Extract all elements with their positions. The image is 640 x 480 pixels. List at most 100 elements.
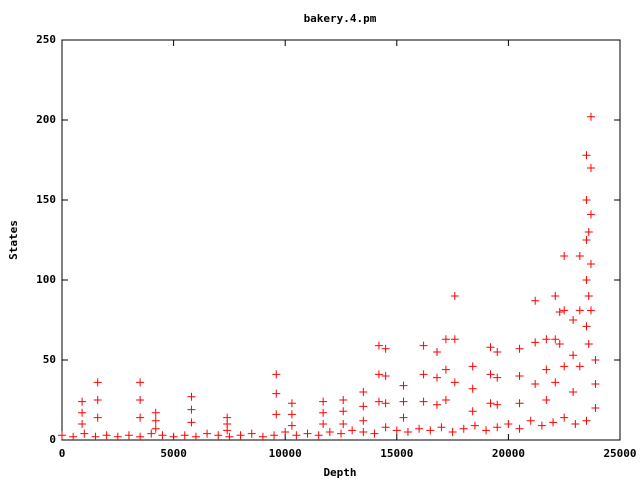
point xyxy=(287,421,296,430)
point xyxy=(551,292,560,300)
point xyxy=(136,378,145,387)
point xyxy=(560,306,569,315)
point xyxy=(560,413,569,422)
point xyxy=(486,399,495,408)
point xyxy=(419,370,428,379)
point xyxy=(470,421,479,430)
plot-frame xyxy=(61,39,621,441)
point xyxy=(319,397,328,406)
point xyxy=(80,429,89,438)
point xyxy=(569,351,578,360)
x-tick-label: 15000 xyxy=(380,447,413,460)
point xyxy=(236,431,245,440)
y-tick-label: 150 xyxy=(36,193,56,206)
point xyxy=(187,405,196,414)
point xyxy=(258,432,267,441)
chart-title: bakery.4.pm xyxy=(304,12,377,25)
point xyxy=(441,365,450,374)
point xyxy=(551,335,560,344)
point xyxy=(399,413,408,422)
point xyxy=(582,322,591,331)
point xyxy=(359,428,368,436)
point xyxy=(515,399,524,408)
point xyxy=(359,416,368,425)
point xyxy=(403,428,412,436)
point xyxy=(468,384,477,393)
point xyxy=(515,372,524,380)
point xyxy=(531,296,540,305)
point xyxy=(223,426,232,435)
point xyxy=(582,236,591,244)
point xyxy=(515,344,524,353)
point xyxy=(575,306,584,315)
x-axis-label: Depth xyxy=(323,466,356,479)
point xyxy=(419,397,428,406)
point xyxy=(158,431,167,440)
point xyxy=(392,426,401,435)
y-tick-label: 0 xyxy=(49,433,56,446)
point xyxy=(531,338,540,347)
point xyxy=(381,423,390,432)
y-tick-label: 250 xyxy=(36,33,56,46)
point xyxy=(531,380,540,388)
point xyxy=(359,388,368,396)
point xyxy=(584,340,593,348)
point xyxy=(569,388,578,396)
point xyxy=(319,420,328,428)
point xyxy=(549,418,558,427)
point xyxy=(542,396,551,404)
point xyxy=(450,292,459,300)
point xyxy=(515,424,524,433)
point xyxy=(591,404,600,412)
point xyxy=(374,370,383,379)
point xyxy=(450,335,459,344)
point xyxy=(381,399,390,408)
point xyxy=(560,252,569,260)
point xyxy=(147,429,156,438)
point xyxy=(493,373,502,382)
point xyxy=(191,432,200,441)
point xyxy=(151,424,160,433)
point xyxy=(292,431,301,440)
point xyxy=(187,418,196,427)
x-tick-label: 25000 xyxy=(603,447,636,460)
point xyxy=(571,420,580,428)
point xyxy=(136,432,145,441)
x-tick-label: 10000 xyxy=(269,447,302,460)
point xyxy=(450,378,459,387)
point xyxy=(415,424,424,433)
point xyxy=(582,276,591,284)
point xyxy=(337,429,345,438)
y-tick-label: 100 xyxy=(36,273,56,286)
point xyxy=(151,408,160,417)
point xyxy=(582,416,591,425)
point xyxy=(374,397,383,406)
point xyxy=(441,335,450,344)
y-axis-label: States xyxy=(7,220,20,260)
y-tick-label: 200 xyxy=(36,113,56,126)
point xyxy=(468,407,477,416)
point xyxy=(303,429,312,438)
point xyxy=(432,348,441,356)
point xyxy=(591,380,600,388)
point xyxy=(493,423,502,432)
point xyxy=(325,428,334,436)
point xyxy=(136,413,145,422)
point xyxy=(225,432,234,441)
point xyxy=(203,429,212,438)
point xyxy=(582,196,591,204)
point xyxy=(560,362,569,371)
point xyxy=(339,407,348,416)
point xyxy=(91,432,100,441)
x-tick-label: 0 xyxy=(59,447,66,460)
x-tick-label: 5000 xyxy=(160,447,187,460)
point xyxy=(526,416,535,425)
point xyxy=(426,426,435,435)
point xyxy=(448,428,457,436)
point xyxy=(247,429,256,438)
point xyxy=(272,410,281,419)
point xyxy=(486,343,495,352)
point xyxy=(569,316,578,324)
point xyxy=(58,431,66,440)
point xyxy=(432,373,441,382)
